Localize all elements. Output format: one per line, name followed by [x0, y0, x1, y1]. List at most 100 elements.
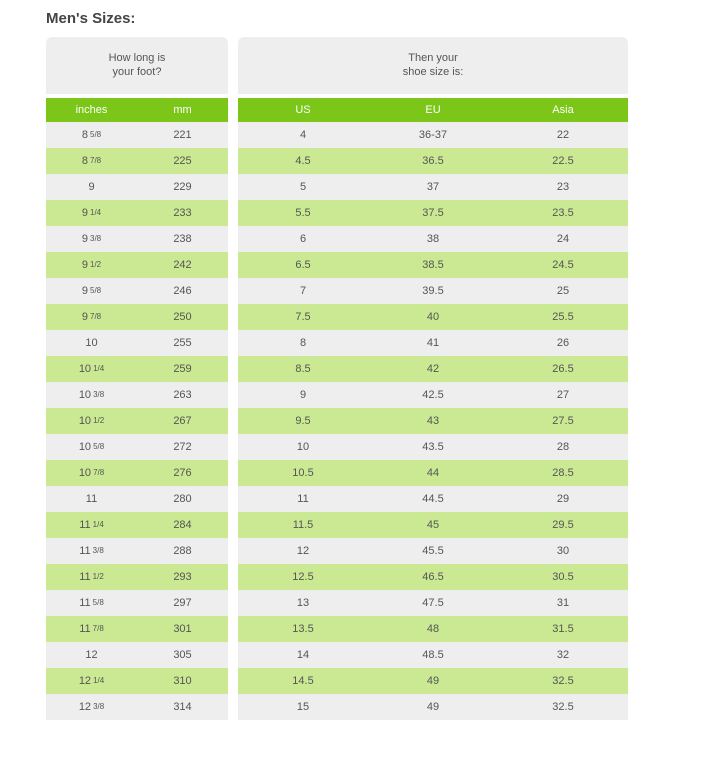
cell-mm: 229 — [137, 174, 228, 200]
cell-asia: 22 — [498, 122, 628, 148]
cell-us: 9 — [238, 382, 368, 408]
cell-asia: 27.5 — [498, 408, 628, 434]
cell-asia: 28 — [498, 434, 628, 460]
page-title: Men's Sizes: — [46, 10, 695, 27]
table-row: 97/8250 — [46, 304, 228, 330]
cell-mm: 259 — [137, 356, 228, 382]
table-row: 111/2293 — [46, 564, 228, 590]
table-row: 101/4259 — [46, 356, 228, 382]
table-row: 14.54932.5 — [238, 668, 628, 694]
cell-inches: 9 — [46, 174, 137, 200]
cell-asia: 24.5 — [498, 252, 628, 278]
cell-us: 6 — [238, 226, 368, 252]
table-row: 10255 — [46, 330, 228, 356]
cell-mm: 263 — [137, 382, 228, 408]
cell-inches: 10 — [46, 330, 137, 356]
cell-us: 7 — [238, 278, 368, 304]
cell-us: 5 — [238, 174, 368, 200]
col-eu: EU — [368, 98, 498, 122]
cell-us: 8 — [238, 330, 368, 356]
table-row: 1448.532 — [238, 642, 628, 668]
table-row: 121/4310 — [46, 668, 228, 694]
cell-mm: 272 — [137, 434, 228, 460]
cell-asia: 32.5 — [498, 668, 628, 694]
shoe-size-table: US EU Asia 436-37224.536.522.5537235.537… — [238, 98, 628, 720]
cell-asia: 32 — [498, 642, 628, 668]
cell-inches: 121/4 — [46, 668, 137, 694]
foot-length-table: inches mm 85/822187/8225922991/423393/82… — [46, 98, 228, 720]
cell-eu: 44.5 — [368, 486, 498, 512]
cell-inches: 115/8 — [46, 590, 137, 616]
cell-eu: 42 — [368, 356, 498, 382]
cell-asia: 29.5 — [498, 512, 628, 538]
cell-asia: 25.5 — [498, 304, 628, 330]
cell-inches: 111/2 — [46, 564, 137, 590]
table-row: 91/4233 — [46, 200, 228, 226]
table-row: 8.54226.5 — [238, 356, 628, 382]
cell-asia: 30 — [498, 538, 628, 564]
cell-asia: 31 — [498, 590, 628, 616]
cell-us: 9.5 — [238, 408, 368, 434]
table-row: 91/2242 — [46, 252, 228, 278]
cell-asia: 25 — [498, 278, 628, 304]
cell-inches: 93/8 — [46, 226, 137, 252]
cell-eu: 42.5 — [368, 382, 498, 408]
col-asia: Asia — [498, 98, 628, 122]
cell-mm: 233 — [137, 200, 228, 226]
cell-us: 10 — [238, 434, 368, 460]
table-row: 13.54831.5 — [238, 616, 628, 642]
cell-inches: 101/4 — [46, 356, 137, 382]
cell-us: 11.5 — [238, 512, 368, 538]
cell-inches: 105/8 — [46, 434, 137, 460]
cell-inches: 111/4 — [46, 512, 137, 538]
cell-asia: 24 — [498, 226, 628, 252]
cell-eu: 49 — [368, 668, 498, 694]
cell-mm: 297 — [137, 590, 228, 616]
cell-inches: 85/8 — [46, 122, 137, 148]
cell-inches: 103/8 — [46, 382, 137, 408]
cell-asia: 23 — [498, 174, 628, 200]
cell-us: 13.5 — [238, 616, 368, 642]
cell-asia: 29 — [498, 486, 628, 512]
shoe-size-heading-line1: Then your — [408, 52, 458, 64]
cell-us: 11 — [238, 486, 368, 512]
shoe-size-heading: Then your shoe size is: — [238, 37, 628, 94]
cell-eu: 40 — [368, 304, 498, 330]
cell-us: 4.5 — [238, 148, 368, 174]
cell-eu: 38.5 — [368, 252, 498, 278]
cell-asia: 27 — [498, 382, 628, 408]
table-row: 1245.530 — [238, 538, 628, 564]
col-mm: mm — [137, 98, 228, 122]
table-row: 1144.529 — [238, 486, 628, 512]
cell-mm: 267 — [137, 408, 228, 434]
table-row: 7.54025.5 — [238, 304, 628, 330]
cell-eu: 48 — [368, 616, 498, 642]
cell-us: 5.5 — [238, 200, 368, 226]
table-row: 111/4284 — [46, 512, 228, 538]
cell-mm: 255 — [137, 330, 228, 356]
table-row: 12305 — [46, 642, 228, 668]
col-us: US — [238, 98, 368, 122]
cell-eu: 46.5 — [368, 564, 498, 590]
table-row: 1043.528 — [238, 434, 628, 460]
cell-asia: 23.5 — [498, 200, 628, 226]
table-row: 101/2267 — [46, 408, 228, 434]
table-row: 107/8276 — [46, 460, 228, 486]
cell-mm: 288 — [137, 538, 228, 564]
cell-inches: 87/8 — [46, 148, 137, 174]
table-row: 12.546.530.5 — [238, 564, 628, 590]
tables-wrap: How long is your foot? inches mm 85/8221… — [46, 37, 695, 720]
cell-mm: 301 — [137, 616, 228, 642]
cell-mm: 314 — [137, 694, 228, 720]
cell-eu: 48.5 — [368, 642, 498, 668]
table-row: 739.525 — [238, 278, 628, 304]
cell-asia: 28.5 — [498, 460, 628, 486]
cell-eu: 47.5 — [368, 590, 498, 616]
cell-inches: 91/4 — [46, 200, 137, 226]
foot-length-block: How long is your foot? inches mm 85/8221… — [46, 37, 228, 720]
table-row: 123/8314 — [46, 694, 228, 720]
cell-eu: 43 — [368, 408, 498, 434]
cell-mm: 293 — [137, 564, 228, 590]
cell-mm: 221 — [137, 122, 228, 148]
cell-eu: 39.5 — [368, 278, 498, 304]
